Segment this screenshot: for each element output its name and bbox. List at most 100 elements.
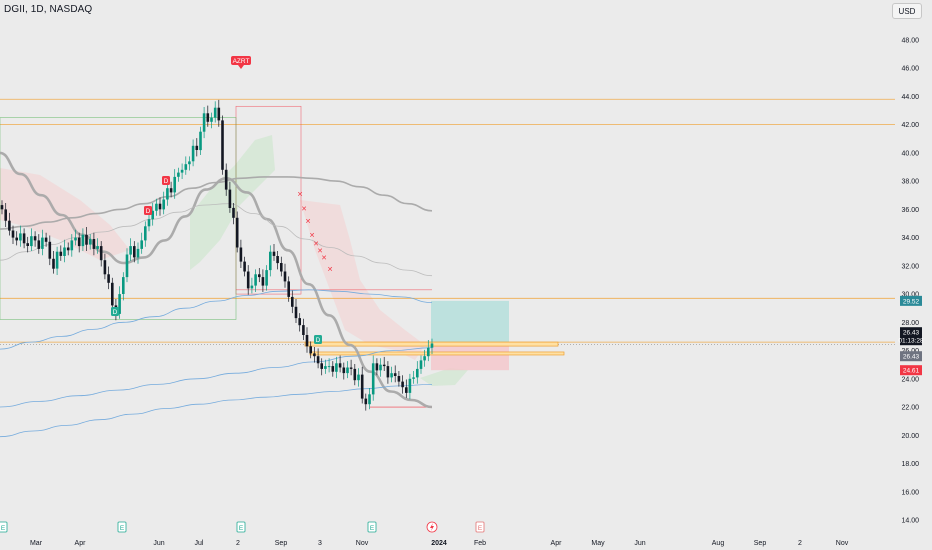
candle-body: [48, 241, 52, 259]
candle-body: [118, 294, 121, 314]
stop-price-tag-box: [900, 365, 922, 376]
candle-body: [44, 237, 48, 242]
dividend-tag: D: [162, 176, 170, 185]
candle-body: [33, 236, 37, 241]
x-tick-label: 2: [236, 540, 240, 547]
y-tick-label: 44.00: [901, 94, 919, 101]
candle-body: [258, 274, 261, 278]
y-tick-label: 24.00: [901, 376, 919, 383]
candle-body: [316, 356, 320, 364]
x-tick-label: Mar: [30, 540, 43, 547]
earnings-event-future: E: [475, 521, 485, 533]
stop-price-tag: 24.61: [903, 368, 920, 375]
currency-selector[interactable]: USD: [892, 3, 922, 19]
sell-marker: ✕: [321, 254, 327, 262]
candle-body: [88, 239, 92, 245]
x-tick-label: 3: [318, 540, 322, 547]
earnings-event: E: [0, 521, 8, 533]
earnings-event-box: [0, 521, 8, 533]
candle-body: [144, 226, 147, 241]
x-tick-label: Nov: [836, 540, 849, 547]
candle-body: [122, 277, 125, 294]
target-price-tag: 29.52: [903, 298, 920, 305]
earnings-event-future-letter: E: [478, 525, 483, 532]
candle-body: [129, 246, 132, 255]
earnings-event: E: [236, 521, 246, 533]
zone-box: [309, 351, 565, 356]
candle-body: [338, 363, 342, 368]
ma-line-ma-blue-low: [0, 347, 433, 408]
candle-body: [99, 246, 103, 261]
candle-body: [246, 271, 250, 289]
cloud-red-right: [300, 200, 425, 360]
candle-body: [397, 376, 401, 382]
candle-body: [55, 251, 59, 269]
candle-body: [283, 271, 287, 282]
last-price-tag-box: [900, 327, 922, 346]
sell-marker: ✕: [305, 217, 311, 225]
split-tag-pointer: [238, 65, 244, 69]
x-tick-label: Jun: [153, 540, 164, 547]
candle-body: [280, 263, 283, 272]
candle-body: [386, 366, 390, 378]
candle-body: [254, 274, 257, 286]
dividend-tag-box: [111, 307, 119, 316]
candle-body: [349, 367, 353, 369]
dividend-tag-box: [314, 335, 322, 344]
ma-line-ma-gray-thick: [0, 151, 433, 409]
candle-body: [360, 374, 364, 399]
last-price-tag-2-box: [900, 351, 922, 362]
candle-body: [269, 251, 272, 271]
candle-body: [173, 176, 176, 193]
earnings-event-box: [117, 521, 127, 533]
candle-body: [217, 107, 221, 121]
candle-body: [151, 210, 154, 220]
split-tag-label: AZRT: [233, 58, 250, 65]
candle-body: [232, 207, 235, 218]
candle-body: [210, 117, 213, 122]
candle-body: [243, 261, 246, 272]
candle-body: [324, 366, 327, 369]
candle-body: [85, 234, 88, 245]
candle-body: [15, 237, 18, 241]
earnings-event-letter: E: [1, 525, 6, 532]
cloud-green-small: [420, 368, 468, 386]
earnings-event-letter: E: [370, 525, 375, 532]
candle-body: [224, 169, 228, 190]
y-tick-label: 38.00: [901, 179, 919, 186]
candle-body: [125, 254, 129, 278]
y-tick-label: 48.00: [901, 37, 919, 44]
bolt-glyph: [430, 523, 434, 531]
candle-body: [195, 145, 199, 150]
candle-body: [74, 237, 77, 241]
candle-body: [416, 368, 419, 378]
candle-body: [379, 364, 382, 371]
candle-body: [202, 113, 206, 132]
candle-body: [272, 251, 276, 256]
sell-marker: ✕: [327, 265, 333, 273]
candle-body: [309, 346, 312, 354]
y-tick-label: 16.00: [901, 489, 919, 496]
symbol-title: DGII, 1D, NASDAQ: [4, 4, 93, 15]
candle-body: [412, 377, 415, 379]
candle-body: [162, 199, 165, 210]
candle-body: [364, 398, 368, 405]
x-tick-label: Sep: [754, 540, 767, 547]
candle-body: [191, 145, 195, 162]
y-tick-label: 46.00: [901, 66, 919, 73]
candle-body: [430, 343, 434, 348]
candle-body: [320, 363, 323, 369]
candle-body: [107, 274, 110, 283]
target-zone: [431, 300, 509, 345]
candle-body: [184, 164, 188, 170]
earnings-event: E: [367, 521, 377, 533]
earnings-event-box: [236, 521, 246, 533]
candle-body: [405, 387, 408, 393]
candle-body: [427, 347, 430, 357]
x-tick-label: Aug: [712, 540, 725, 547]
candle-body: [26, 243, 29, 246]
x-tick-label: Apr: [551, 540, 563, 547]
candle-body: [235, 217, 239, 248]
candle-body: [382, 364, 386, 367]
